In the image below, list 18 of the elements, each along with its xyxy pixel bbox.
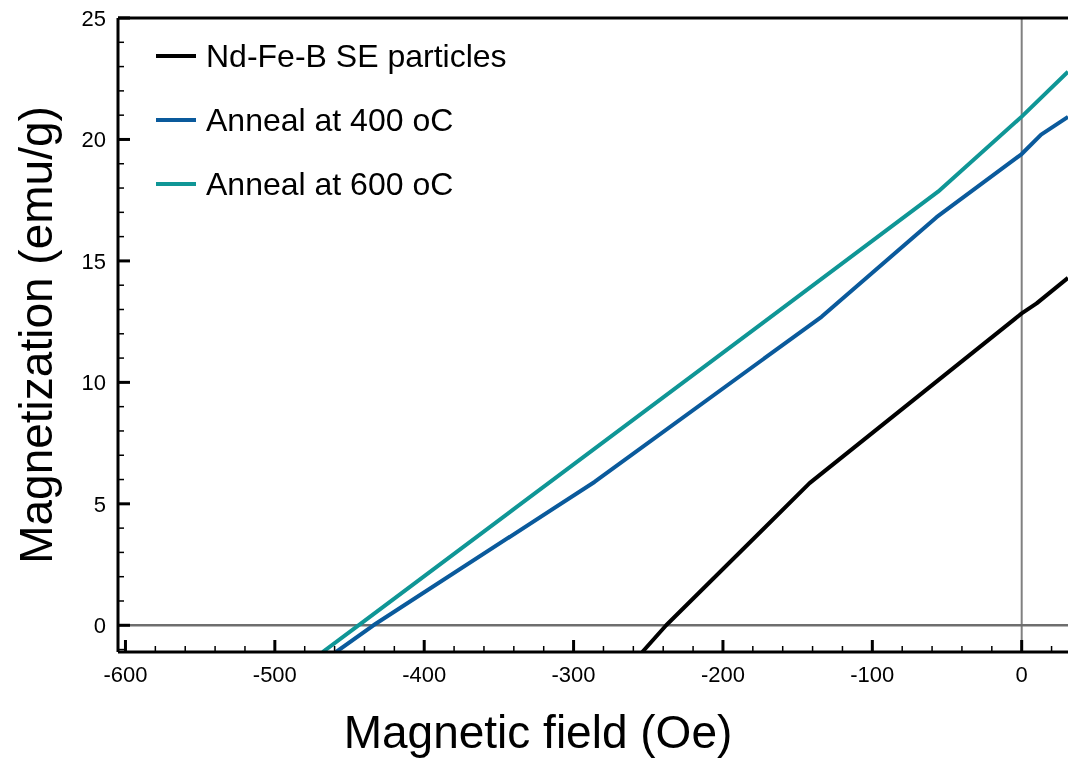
x-tick-label: -400	[402, 662, 447, 687]
legend-label: Anneal at 400 oC	[206, 102, 454, 139]
legend-label: Nd-Fe-B SE particles	[206, 38, 507, 75]
y-tick-label: 10	[81, 370, 106, 396]
y-tick-label: 5	[93, 491, 106, 517]
y-tick-label: 25	[81, 5, 106, 31]
y-axis-title: Magnetization (emu/g)	[10, 106, 62, 564]
y-tick-label: 0	[93, 612, 106, 638]
x-tick-label: -600	[103, 662, 148, 687]
x-axis-title: Magnetic field (Oe)	[343, 706, 733, 758]
x-tick-label: 0	[1015, 662, 1028, 687]
x-tick-label: -200	[700, 662, 745, 687]
x-tick-label: -500	[252, 662, 297, 687]
legend-label: Anneal at 600 oC	[206, 166, 454, 203]
y-tick-label: 20	[81, 127, 106, 153]
x-tick-label: -300	[551, 662, 596, 687]
x-tick-label: -100	[850, 662, 895, 687]
y-tick-label: 15	[81, 248, 106, 274]
